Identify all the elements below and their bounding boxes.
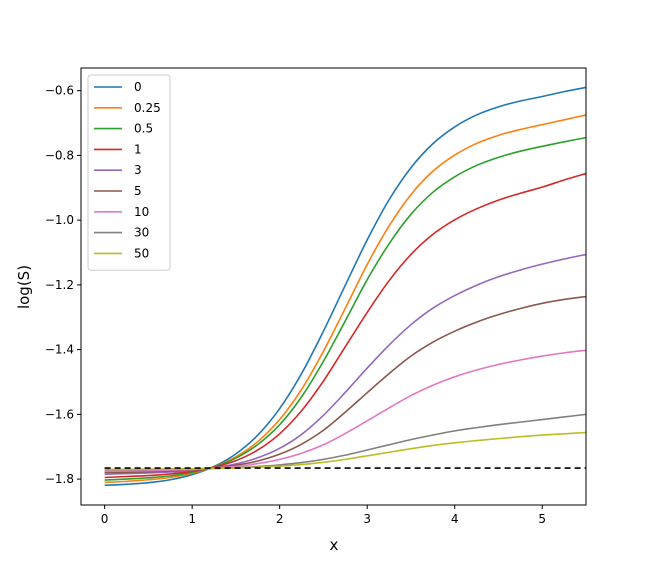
legend: 0 0.25 0.5 1 3 5 10 30 50 <box>87 74 171 271</box>
series-line-8 <box>104 431 586 471</box>
legend-label-5: 5 <box>134 184 142 198</box>
series-line-5 <box>104 295 586 474</box>
legend-label-7: 30 <box>134 226 149 240</box>
plot-area <box>104 86 586 487</box>
legend-label-1: 0.25 <box>134 101 161 115</box>
x-tick-label-0: 0 <box>101 512 109 526</box>
legend-label-4: 3 <box>134 163 142 177</box>
y-tick-label-0: −1.8 <box>45 472 74 486</box>
legend-label-8: 50 <box>134 246 149 260</box>
y-tick-label-6: −0.6 <box>45 84 74 98</box>
x-tick-label-1: 1 <box>188 512 196 526</box>
y-tick-label-4: −1.0 <box>45 213 74 227</box>
x-tick-label-2: 2 <box>276 512 284 526</box>
series-line-6 <box>104 349 586 473</box>
series-line-0 <box>104 86 586 487</box>
x-axis-label: x <box>330 536 339 554</box>
x-tick-label-3: 3 <box>363 512 371 526</box>
series-line-3 <box>104 172 586 479</box>
series-line-4 <box>104 253 586 476</box>
legend-label-2: 0.5 <box>134 122 153 136</box>
legend-label-0: 0 <box>134 80 142 94</box>
y-tick-label-3: −1.2 <box>45 278 74 292</box>
legend-label-6: 10 <box>134 205 149 219</box>
axes: 0 1 2 3 4 5 −1.8 −1.6 −1.4 −1.2 −1.0 −0.8 −0.6 <box>45 67 587 526</box>
x-tick-label-4: 4 <box>451 512 459 526</box>
axes-frame <box>80 67 587 506</box>
y-tick-label-5: −0.8 <box>45 148 74 162</box>
series-line-7 <box>104 413 586 471</box>
series-line-1 <box>104 114 586 484</box>
legend-label-3: 1 <box>134 142 142 156</box>
series-line-2 <box>104 136 586 481</box>
x-tick-label-5: 5 <box>538 512 546 526</box>
legend-frame <box>87 74 171 271</box>
y-tick-label-2: −1.4 <box>45 343 74 357</box>
y-tick-label-1: −1.6 <box>45 407 74 421</box>
y-axis-label: log(S) <box>15 265 33 309</box>
